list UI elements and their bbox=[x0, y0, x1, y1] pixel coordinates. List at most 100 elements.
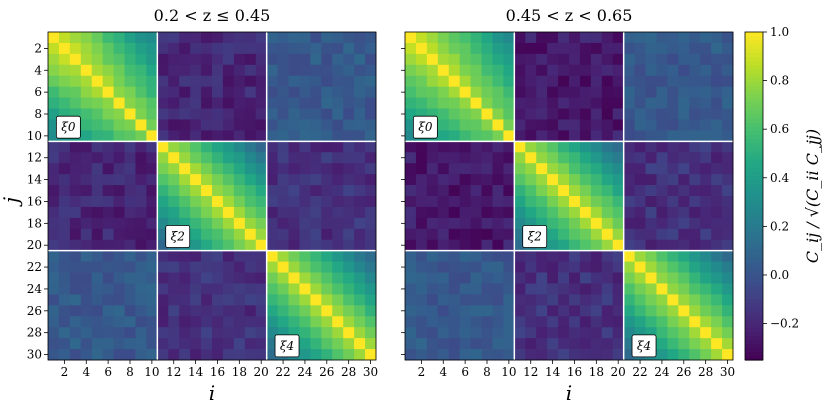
heatmap-cell bbox=[233, 327, 246, 339]
heatmap-cell bbox=[700, 316, 712, 328]
heatmap-cell bbox=[69, 163, 82, 175]
colorbar-segment bbox=[745, 269, 763, 275]
heatmap-cell bbox=[69, 75, 82, 88]
heatmap-cell bbox=[69, 206, 82, 219]
heatmap-cell bbox=[91, 75, 104, 88]
heatmap-cell bbox=[102, 250, 114, 262]
heatmap-cell bbox=[569, 174, 581, 186]
heatmap-cell bbox=[201, 86, 213, 98]
heatmap-cell bbox=[146, 338, 158, 350]
heatmap-cell bbox=[113, 185, 125, 197]
heatmap-cell bbox=[481, 283, 493, 295]
x-tick-label: 16 bbox=[210, 365, 225, 379]
heatmap-cell bbox=[536, 108, 548, 120]
heatmap-cell bbox=[332, 349, 344, 361]
heatmap-cell bbox=[102, 163, 114, 175]
heatmap-cell bbox=[645, 32, 657, 44]
heatmap-cell bbox=[255, 272, 268, 284]
heatmap-cell bbox=[514, 228, 526, 241]
heatmap-cell bbox=[590, 250, 603, 262]
colorbar-segment bbox=[745, 245, 763, 250]
heatmap-cell bbox=[492, 163, 504, 175]
heatmap-cell bbox=[365, 185, 377, 197]
heatmap-cell bbox=[503, 217, 515, 230]
heatmap-cell bbox=[481, 217, 493, 230]
heatmap-cell bbox=[547, 42, 559, 55]
heatmap-cell bbox=[590, 272, 603, 284]
heatmap-cell bbox=[69, 316, 82, 328]
heatmap-cell bbox=[288, 305, 300, 317]
heatmap-cell bbox=[689, 283, 701, 295]
heatmap-cell bbox=[590, 163, 603, 175]
heatmap-cell bbox=[343, 174, 355, 186]
heatmap-cell bbox=[288, 316, 300, 328]
heatmap-cell bbox=[514, 42, 526, 55]
heatmap-cell bbox=[514, 206, 526, 219]
heatmap-cell bbox=[113, 163, 125, 175]
heatmap-cell bbox=[405, 349, 417, 361]
heatmap-cell bbox=[222, 32, 235, 44]
x-tick-label: 6 bbox=[104, 365, 112, 379]
heatmap-cell bbox=[69, 196, 82, 208]
heatmap-cell bbox=[201, 152, 213, 164]
heatmap-cell bbox=[80, 261, 93, 273]
heatmap-cell bbox=[437, 196, 450, 208]
heatmap-cell bbox=[558, 64, 570, 77]
colorbar-segment bbox=[745, 191, 763, 197]
colorbar-segment bbox=[745, 204, 763, 209]
heatmap-cell bbox=[503, 349, 515, 361]
heatmap-cell bbox=[623, 261, 635, 273]
heatmap-cell bbox=[310, 64, 322, 77]
heatmap-cell bbox=[157, 53, 169, 66]
colorbar-segment bbox=[745, 93, 763, 99]
heatmap-cell bbox=[514, 283, 526, 295]
heatmap-cell bbox=[179, 185, 191, 197]
heatmap-cell bbox=[667, 206, 679, 219]
heatmap-cell bbox=[503, 196, 515, 208]
heatmap-cell bbox=[244, 239, 257, 252]
heatmap-cell bbox=[48, 239, 60, 252]
heatmap-cell bbox=[590, 119, 603, 131]
heatmap-cell bbox=[277, 163, 289, 175]
heatmap-cell bbox=[503, 250, 515, 262]
heatmap-cell bbox=[612, 294, 625, 306]
heatmap-cell bbox=[91, 152, 104, 164]
colorbar-segment bbox=[745, 302, 763, 308]
heatmap-cell bbox=[634, 86, 646, 98]
heatmap-cell bbox=[700, 185, 712, 197]
heatmap-cell bbox=[700, 206, 712, 219]
heatmap-cell bbox=[645, 305, 657, 317]
heatmap-cell bbox=[503, 283, 515, 295]
heatmap-cell bbox=[579, 228, 592, 241]
x-tick-label: 26 bbox=[676, 365, 691, 379]
heatmap-cell bbox=[365, 349, 377, 361]
heatmap-cell bbox=[711, 261, 723, 273]
heatmap-cell bbox=[48, 163, 60, 175]
heatmap-cell bbox=[69, 217, 82, 230]
heatmap-cell bbox=[288, 97, 300, 109]
heatmap-cell bbox=[415, 305, 428, 317]
heatmap-cell bbox=[448, 206, 461, 219]
heatmap-cell bbox=[667, 53, 679, 66]
heatmap-cell bbox=[547, 239, 559, 252]
heatmap-cell bbox=[266, 272, 278, 284]
heatmap-cell bbox=[569, 217, 581, 230]
heatmap-cell bbox=[113, 338, 125, 350]
heatmap-cell bbox=[266, 206, 278, 219]
heatmap-cell bbox=[179, 86, 191, 98]
heatmap-cell bbox=[157, 141, 169, 153]
heatmap-cell bbox=[332, 152, 344, 164]
heatmap-cell bbox=[645, 119, 657, 131]
heatmap-cell bbox=[266, 316, 278, 328]
heatmap-cell bbox=[310, 261, 322, 273]
heatmap-cell bbox=[459, 316, 471, 328]
heatmap-cell bbox=[277, 327, 289, 339]
heatmap-cell bbox=[168, 349, 180, 361]
heatmap-cell bbox=[321, 97, 333, 109]
colorbar-segment bbox=[745, 331, 763, 336]
heatmap-cell bbox=[667, 174, 679, 186]
heatmap-cell bbox=[365, 119, 377, 131]
heatmap-cell bbox=[448, 327, 461, 339]
colorbar-segment bbox=[745, 306, 763, 312]
heatmap-cell bbox=[536, 86, 548, 98]
